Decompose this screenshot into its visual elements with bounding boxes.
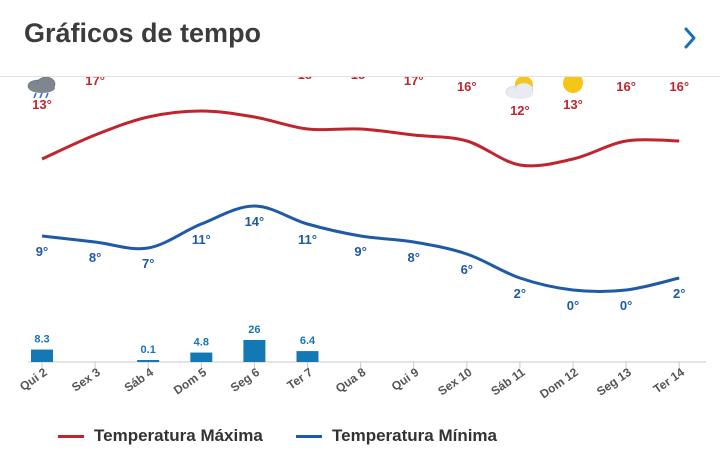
rain-cloud-0-icon-drop-1 xyxy=(39,92,43,99)
page-title: Gráficos de tempo xyxy=(24,18,262,48)
precip-label-3: 4.8 xyxy=(194,337,209,349)
x-tick-label-0: Qui 2 xyxy=(17,365,50,394)
x-tick-label-2: Sáb 4 xyxy=(122,365,157,395)
x-tick-label-8: Sex 10 xyxy=(435,365,474,398)
precip-label-2: 0.1 xyxy=(141,344,156,356)
max-label-9: 12° xyxy=(510,103,530,118)
series-max-line xyxy=(41,109,680,168)
precip-bar-5 xyxy=(296,351,319,362)
min-label-11: 0° xyxy=(620,298,632,313)
min-label-4: 14° xyxy=(245,214,265,229)
max-label-12: 16° xyxy=(669,79,689,94)
min-label-10: 0° xyxy=(567,298,579,313)
rain-cloud-0-icon-drop-0 xyxy=(33,92,37,99)
max-label-10: 13° xyxy=(563,97,583,112)
max-label-0: 13° xyxy=(32,97,52,112)
max-label-11: 16° xyxy=(616,79,636,94)
min-label-0: 9° xyxy=(36,244,48,259)
rain-cloud-0-icon xyxy=(27,77,56,99)
precip-bar-4 xyxy=(243,340,266,362)
max-label-5: 18° xyxy=(298,77,318,82)
x-tick-label-7: Qui 9 xyxy=(389,365,422,394)
min-label-9: 2° xyxy=(514,286,526,301)
sun-10-icon-sun xyxy=(563,77,583,93)
x-tick-label-9: Sáb 11 xyxy=(488,365,527,398)
x-tick-label-4: Seg 6 xyxy=(228,365,263,395)
chart-header: Gráficos de tempo xyxy=(0,0,720,77)
weather-chart: 8.30.14.8266.413°17°20°21°20°18°18°17°16… xyxy=(17,77,706,402)
rain-cloud-0-icon-drop-2 xyxy=(45,92,49,99)
max-label-8: 16° xyxy=(457,79,477,94)
series-min-line xyxy=(41,204,680,293)
min-label-2: 7° xyxy=(142,256,154,271)
x-tick-label-10: Dom 12 xyxy=(537,365,581,402)
sun-cloud-9-icon-cloud-c xyxy=(506,89,533,99)
legend-min: Temperatura Mínima xyxy=(296,426,497,446)
x-tick-label-6: Qua 8 xyxy=(333,365,369,396)
precip-label-0: 8.3 xyxy=(34,334,49,346)
sun-10-icon xyxy=(563,77,583,93)
precip-label-4: 26 xyxy=(248,324,260,336)
min-label-5: 11° xyxy=(298,232,317,247)
x-tick-label-11: Seg 13 xyxy=(594,365,634,399)
legend-max: Temperatura Máxima xyxy=(58,426,263,446)
precip-bar-2 xyxy=(137,360,160,362)
rain-cloud-0-icon-cloud-c xyxy=(29,83,55,93)
precip-bar-3 xyxy=(190,352,213,362)
legend-max-swatch xyxy=(58,434,84,438)
max-label-7: 17° xyxy=(404,77,424,88)
max-label-1: 17° xyxy=(85,77,105,88)
legend-min-label: Temperatura Mínima xyxy=(332,426,498,445)
min-label-1: 8° xyxy=(89,250,101,265)
min-label-6: 9° xyxy=(354,244,366,259)
precip-label-5: 6.4 xyxy=(300,335,316,347)
x-tick-label-12: Ter 14 xyxy=(651,365,688,396)
chevron-right-icon[interactable] xyxy=(683,26,697,50)
x-tick-label-1: Sex 3 xyxy=(69,365,103,395)
x-tick-label-3: Dom 5 xyxy=(171,365,209,398)
max-label-6: 18° xyxy=(351,77,371,82)
sun-cloud-9-icon xyxy=(505,77,534,99)
min-label-3: 11° xyxy=(192,232,211,247)
x-tick-label-5: Ter 7 xyxy=(284,365,315,393)
legend-min-swatch xyxy=(296,434,322,438)
min-label-7: 8° xyxy=(407,250,419,265)
legend-max-label: Temperatura Máxima xyxy=(94,426,263,445)
precip-bar-0 xyxy=(31,349,53,362)
min-label-12: 2° xyxy=(673,286,685,301)
min-label-8: 6° xyxy=(461,262,473,277)
